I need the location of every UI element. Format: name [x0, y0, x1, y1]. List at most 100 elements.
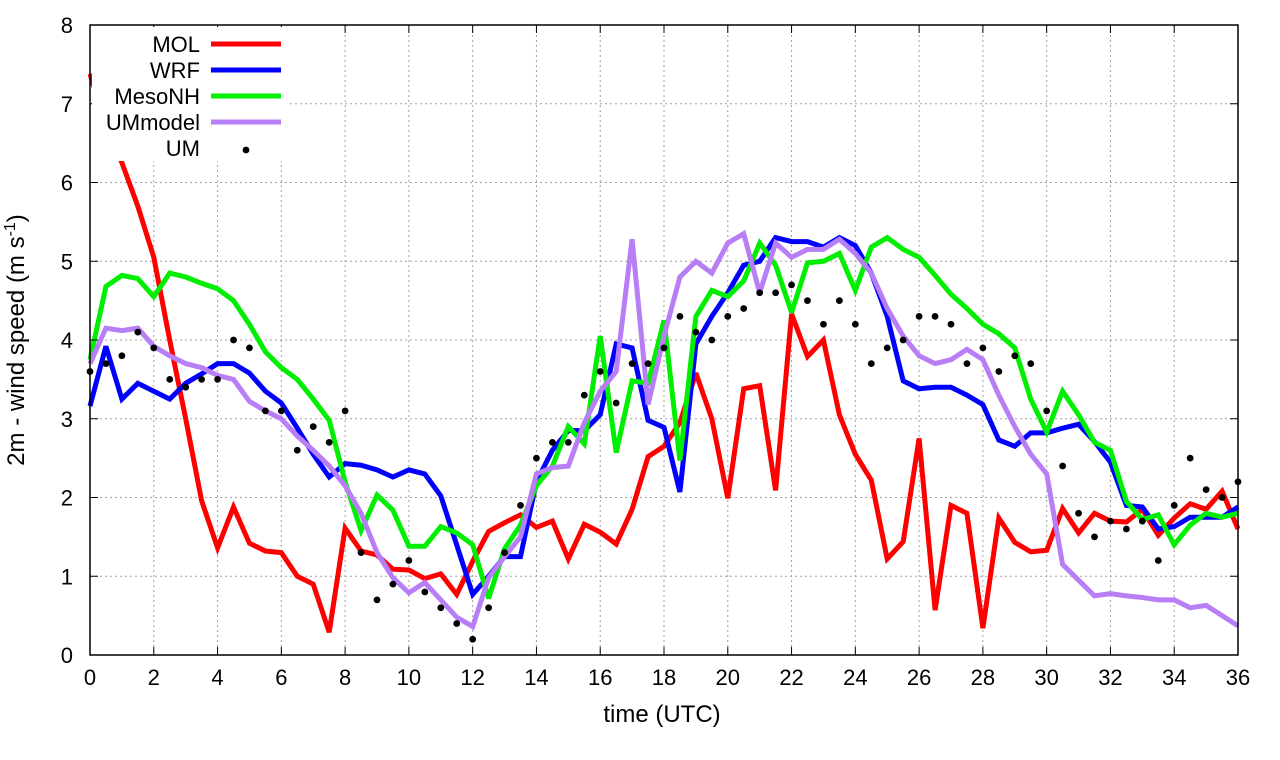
data-point-um: [899, 336, 907, 344]
data-point-um: [963, 360, 971, 368]
data-point-um: [548, 438, 556, 446]
data-point-um: [150, 344, 158, 352]
y-tick-label: 0: [61, 643, 73, 668]
x-axis-label: time (UTC): [603, 701, 720, 728]
data-point-um: [676, 312, 684, 320]
data-point-um: [724, 312, 732, 320]
legend-label-mol: MOL: [152, 32, 200, 57]
data-point-um: [740, 305, 748, 312]
data-point-um: [580, 391, 588, 399]
x-tick-label: 16: [588, 665, 612, 690]
data-point-um: [517, 501, 524, 509]
data-point-um: [708, 336, 716, 344]
data-point-um: [835, 297, 843, 305]
data-point-um: [1218, 494, 1226, 501]
x-tick-label: 32: [1098, 665, 1122, 690]
data-point-um: [851, 320, 859, 328]
y-tick-label: 6: [61, 171, 73, 196]
data-point-um: [214, 375, 221, 383]
data-point-um: [692, 328, 700, 336]
series-points-um: [86, 281, 1242, 643]
data-point-um: [246, 344, 253, 352]
x-tick-label: 4: [211, 665, 223, 690]
data-point-um: [118, 352, 126, 360]
x-tick-label: 24: [843, 665, 867, 690]
data-point-um: [1138, 517, 1146, 525]
x-tick-label: 12: [460, 665, 484, 690]
x-tick-label: 14: [524, 665, 548, 690]
data-point-um: [134, 328, 142, 336]
data-point-um: [612, 399, 620, 407]
data-point-um: [293, 446, 301, 454]
data-point-um: [341, 407, 349, 415]
series-line-ummodel: [87, 229, 1240, 631]
legend-label-ummodel: UMmodel: [106, 110, 200, 135]
y-tick-label: 1: [61, 564, 73, 589]
data-point-um: [644, 360, 652, 368]
y-tick-label: 7: [61, 92, 73, 117]
data-point-um: [405, 557, 413, 564]
x-tick-label: 6: [275, 665, 287, 690]
x-tick-label: 0: [84, 665, 96, 690]
data-point-um: [628, 360, 636, 368]
y-axis-label-main: 2m - wind speed (m s: [3, 236, 30, 465]
data-point-um: [277, 407, 285, 415]
data-point-um: [1202, 486, 1210, 494]
data-point-um: [1170, 501, 1178, 509]
x-tick-label: 26: [907, 665, 931, 690]
series-line-mesonh: [87, 234, 1239, 600]
data-point-um: [373, 596, 381, 604]
data-point-um: [533, 454, 540, 462]
y-tick-label: 3: [61, 407, 73, 432]
data-point-um: [1075, 509, 1082, 517]
data-point-um: [1011, 352, 1019, 360]
legend-label-mesonh: MesoNH: [114, 84, 200, 109]
data-point-um: [867, 360, 875, 368]
data-point-um: [820, 320, 827, 328]
data-point-um: [357, 549, 365, 557]
x-tick-label: 36: [1226, 665, 1250, 690]
data-point-um: [1186, 454, 1194, 462]
y-tick-label: 4: [61, 328, 73, 353]
data-point-um: [198, 375, 206, 383]
data-point-um: [883, 344, 891, 352]
data-point-um: [102, 360, 110, 368]
data-point-um: [788, 281, 795, 289]
data-point-um: [389, 580, 397, 588]
data-point-um: [772, 289, 780, 297]
data-point-um: [756, 289, 764, 297]
legend-label-um: UM: [166, 136, 200, 161]
legend-label-wrf: WRF: [150, 58, 200, 83]
data-point-um: [166, 375, 174, 383]
x-tick-label: 8: [339, 665, 351, 690]
y-tick-label: 5: [61, 249, 73, 274]
data-point-um: [437, 604, 445, 612]
data-point-um: [931, 312, 939, 320]
x-tick-label: 10: [397, 665, 421, 690]
axis-ticks: 0 2 4 6 8 10 12 14 16 18 20 22 24 26 28 30 32 34 360123456…: [61, 13, 1250, 690]
x-tick-label: 34: [1162, 665, 1186, 690]
data-point-um: [596, 368, 604, 375]
data-point-um: [325, 438, 333, 446]
data-point-um: [453, 620, 461, 627]
data-point-um: [182, 383, 190, 391]
x-tick-label: 20: [716, 665, 740, 690]
data-point-um: [1154, 557, 1162, 564]
data-point-um: [501, 549, 508, 557]
data-point-um: [804, 297, 811, 305]
x-tick-label: 2: [148, 665, 160, 690]
data-point-um: [1059, 462, 1067, 470]
grid: [90, 25, 1238, 655]
data-point-um: [660, 344, 668, 352]
series-lines: [86, 73, 1242, 643]
data-point-um: [1027, 360, 1035, 368]
data-point-um: [979, 344, 987, 352]
data-point-um: [230, 336, 237, 344]
x-tick-label: 30: [1034, 665, 1058, 690]
data-point-um: [915, 312, 923, 320]
data-point-um: [1122, 525, 1130, 533]
x-tick-label: 22: [779, 665, 803, 690]
x-tick-label: 18: [652, 665, 676, 690]
